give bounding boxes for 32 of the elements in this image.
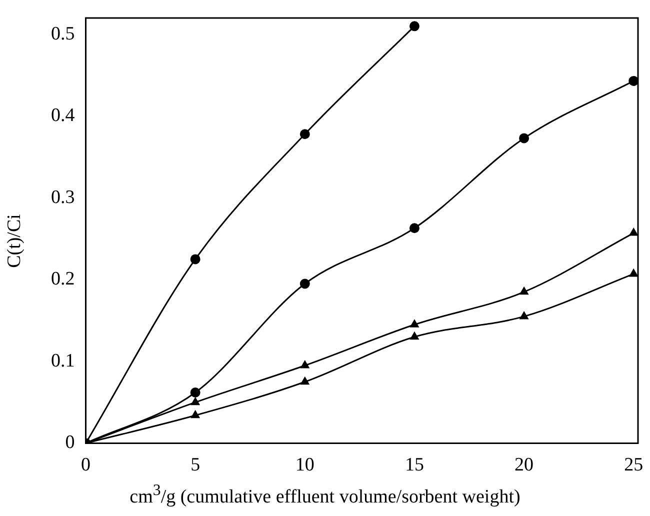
point [410, 320, 419, 328]
point [520, 311, 528, 320]
point [409, 223, 420, 234]
point [300, 360, 310, 368]
x-tick-label: 25 [624, 454, 644, 476]
point [520, 286, 528, 295]
point [190, 254, 200, 264]
point [410, 332, 419, 340]
point [190, 397, 200, 406]
point [300, 278, 310, 289]
point [190, 410, 200, 418]
point [300, 129, 310, 140]
point [629, 268, 638, 277]
point [409, 21, 420, 32]
point [519, 133, 530, 144]
y-tick-label: 0.5 [51, 23, 75, 44]
y-tick-label: 0.1 [51, 350, 75, 372]
point [628, 76, 638, 86]
y-tick-label: 0.3 [51, 186, 75, 208]
y-tick-label: 0 [65, 432, 75, 454]
y-tick-label: 0.2 [51, 268, 75, 290]
x-tick-label: 10 [295, 454, 314, 476]
x-tick-label: 0 [81, 454, 90, 476]
x-tick-label: 15 [404, 454, 424, 476]
y-tick-label: 0.4 [51, 105, 76, 126]
point [300, 376, 310, 385]
point [629, 228, 638, 236]
x-tick-label: 20 [514, 454, 534, 476]
x-tick-label: 5 [190, 454, 200, 476]
point [190, 388, 200, 398]
x-axis-title: cm$^{3}$/g (cumulative effluent volume/sorbent weight) [128, 482, 522, 508]
y-axis-title: C(t)/Ci [4, 213, 26, 270]
